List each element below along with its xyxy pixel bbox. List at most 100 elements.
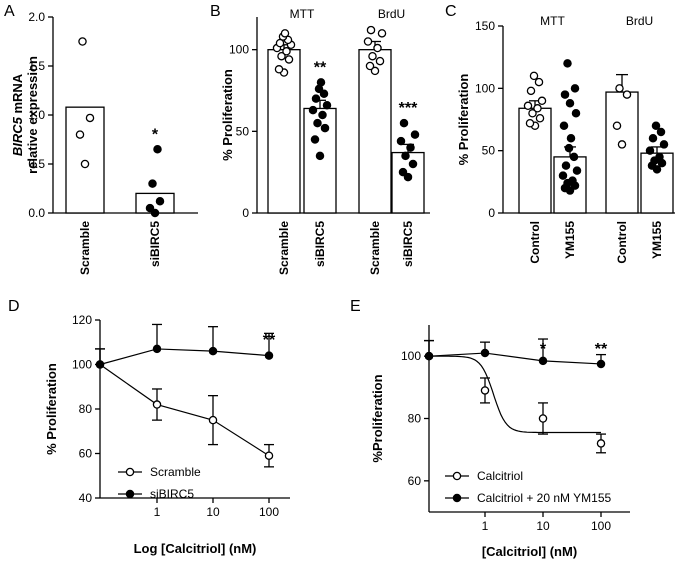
- data-point: [375, 56, 385, 66]
- y-axis-label: BIRC5 mRNA: [10, 73, 25, 156]
- significance-marker: **: [263, 332, 276, 349]
- significance-marker: **: [314, 59, 327, 76]
- y-tick-label: 0: [488, 206, 495, 220]
- panel-letter: D: [8, 298, 20, 315]
- data-point: [525, 118, 535, 128]
- data-point: [310, 135, 320, 144]
- data-point: [570, 84, 580, 93]
- legend-marker: [125, 489, 135, 499]
- y-tick-label: 40: [79, 491, 93, 505]
- data-point: [408, 159, 418, 169]
- category-label: YM155: [650, 221, 664, 259]
- data-point: [528, 109, 537, 118]
- data-point: [208, 415, 218, 425]
- data-point: [316, 78, 326, 87]
- data-point: [318, 110, 327, 120]
- significance-marker: *: [540, 341, 547, 358]
- data-point: [617, 140, 627, 149]
- bar: [605, 91, 639, 214]
- data-point: [308, 105, 318, 115]
- category-label: Control: [528, 221, 542, 264]
- y-tick-label: 80: [79, 402, 93, 416]
- data-point: [152, 400, 162, 409]
- legend-label: siBIRC5: [150, 487, 194, 501]
- y-tick-label: 100: [401, 349, 421, 363]
- data-point: [150, 208, 160, 218]
- data-point: [396, 136, 406, 146]
- data-point: [424, 351, 434, 361]
- y-tick-label: 1.5: [28, 59, 45, 73]
- data-point: [563, 59, 572, 68]
- panel-E: E 60 80 100 1 10 100 [Calcitriol] (nM) %Prolifer…: [350, 298, 630, 559]
- data-point: [315, 151, 325, 161]
- category-label: Control: [615, 221, 629, 264]
- y-tick-label: 150: [475, 19, 495, 33]
- data-point: [558, 171, 568, 180]
- data-point: [366, 25, 376, 35]
- data-point: [313, 118, 322, 128]
- y-tick-label: 60: [408, 474, 422, 488]
- data-point: [95, 360, 105, 369]
- data-point: [533, 104, 542, 113]
- data-point: [398, 167, 408, 177]
- x-tick-label: 100: [259, 505, 279, 519]
- y-tick-label: 60: [79, 447, 93, 461]
- y-tick-label: 100: [475, 81, 495, 95]
- x-tick-label: 1: [482, 519, 489, 533]
- data-point: [659, 140, 669, 149]
- series-line: [429, 355, 601, 434]
- panel-letter: E: [350, 298, 361, 315]
- data-point: [565, 99, 575, 108]
- data-point: [406, 143, 415, 152]
- data-point: [537, 96, 547, 106]
- x-axis-label: [Calcitriol] (nM): [482, 544, 577, 559]
- x-tick-label: 1: [154, 505, 161, 519]
- y-tick-label: 0: [242, 206, 249, 220]
- data-point: [377, 29, 387, 38]
- data-point: [153, 145, 162, 154]
- data-point: [560, 90, 570, 99]
- data-point: [311, 94, 321, 103]
- data-point: [85, 113, 95, 123]
- group-label: MTT: [290, 7, 315, 21]
- data-point: [529, 71, 539, 81]
- category-label: siBIRC5: [401, 221, 415, 267]
- y-tick-label: 100: [229, 43, 249, 57]
- data-point: [155, 196, 165, 206]
- category-label: Scramble: [277, 221, 291, 275]
- significance-marker: ***: [399, 100, 418, 117]
- y-axis-label: %Proliferation: [370, 374, 385, 462]
- data-point: [538, 414, 548, 423]
- y-tick-label: 120: [72, 313, 92, 327]
- y-tick-label: 50: [482, 144, 496, 158]
- y-tick-label: 1.0: [28, 108, 45, 122]
- data-point: [596, 359, 606, 369]
- series-line: [99, 348, 270, 366]
- legend-marker: [452, 471, 462, 481]
- data-point: [534, 77, 544, 87]
- data-point: [622, 90, 632, 99]
- panel-C: C 0 50 100 150 % Proliferation MTT BrdU Control Y…: [445, 3, 675, 264]
- data-point: [280, 29, 290, 38]
- y-tick-label: 2.0: [28, 10, 45, 24]
- panel-letter: B: [210, 3, 221, 20]
- significance-marker: *: [152, 126, 159, 143]
- x-tick-label: 10: [206, 505, 220, 519]
- x-tick-label: 10: [536, 519, 550, 533]
- data-point: [561, 161, 571, 170]
- data-point: [319, 89, 329, 99]
- y-tick-label: 50: [236, 124, 250, 138]
- data-point: [655, 152, 664, 162]
- data-point: [526, 86, 536, 96]
- y-axis-label: % Proliferation: [44, 363, 59, 455]
- y-tick-label: 0.5: [28, 157, 45, 171]
- y-tick-label: 100: [72, 358, 92, 372]
- data-point: [612, 121, 622, 130]
- data-point: [264, 451, 274, 460]
- data-point: [648, 133, 658, 143]
- bar: [267, 49, 301, 214]
- data-point: [75, 130, 85, 139]
- data-point: [535, 114, 545, 123]
